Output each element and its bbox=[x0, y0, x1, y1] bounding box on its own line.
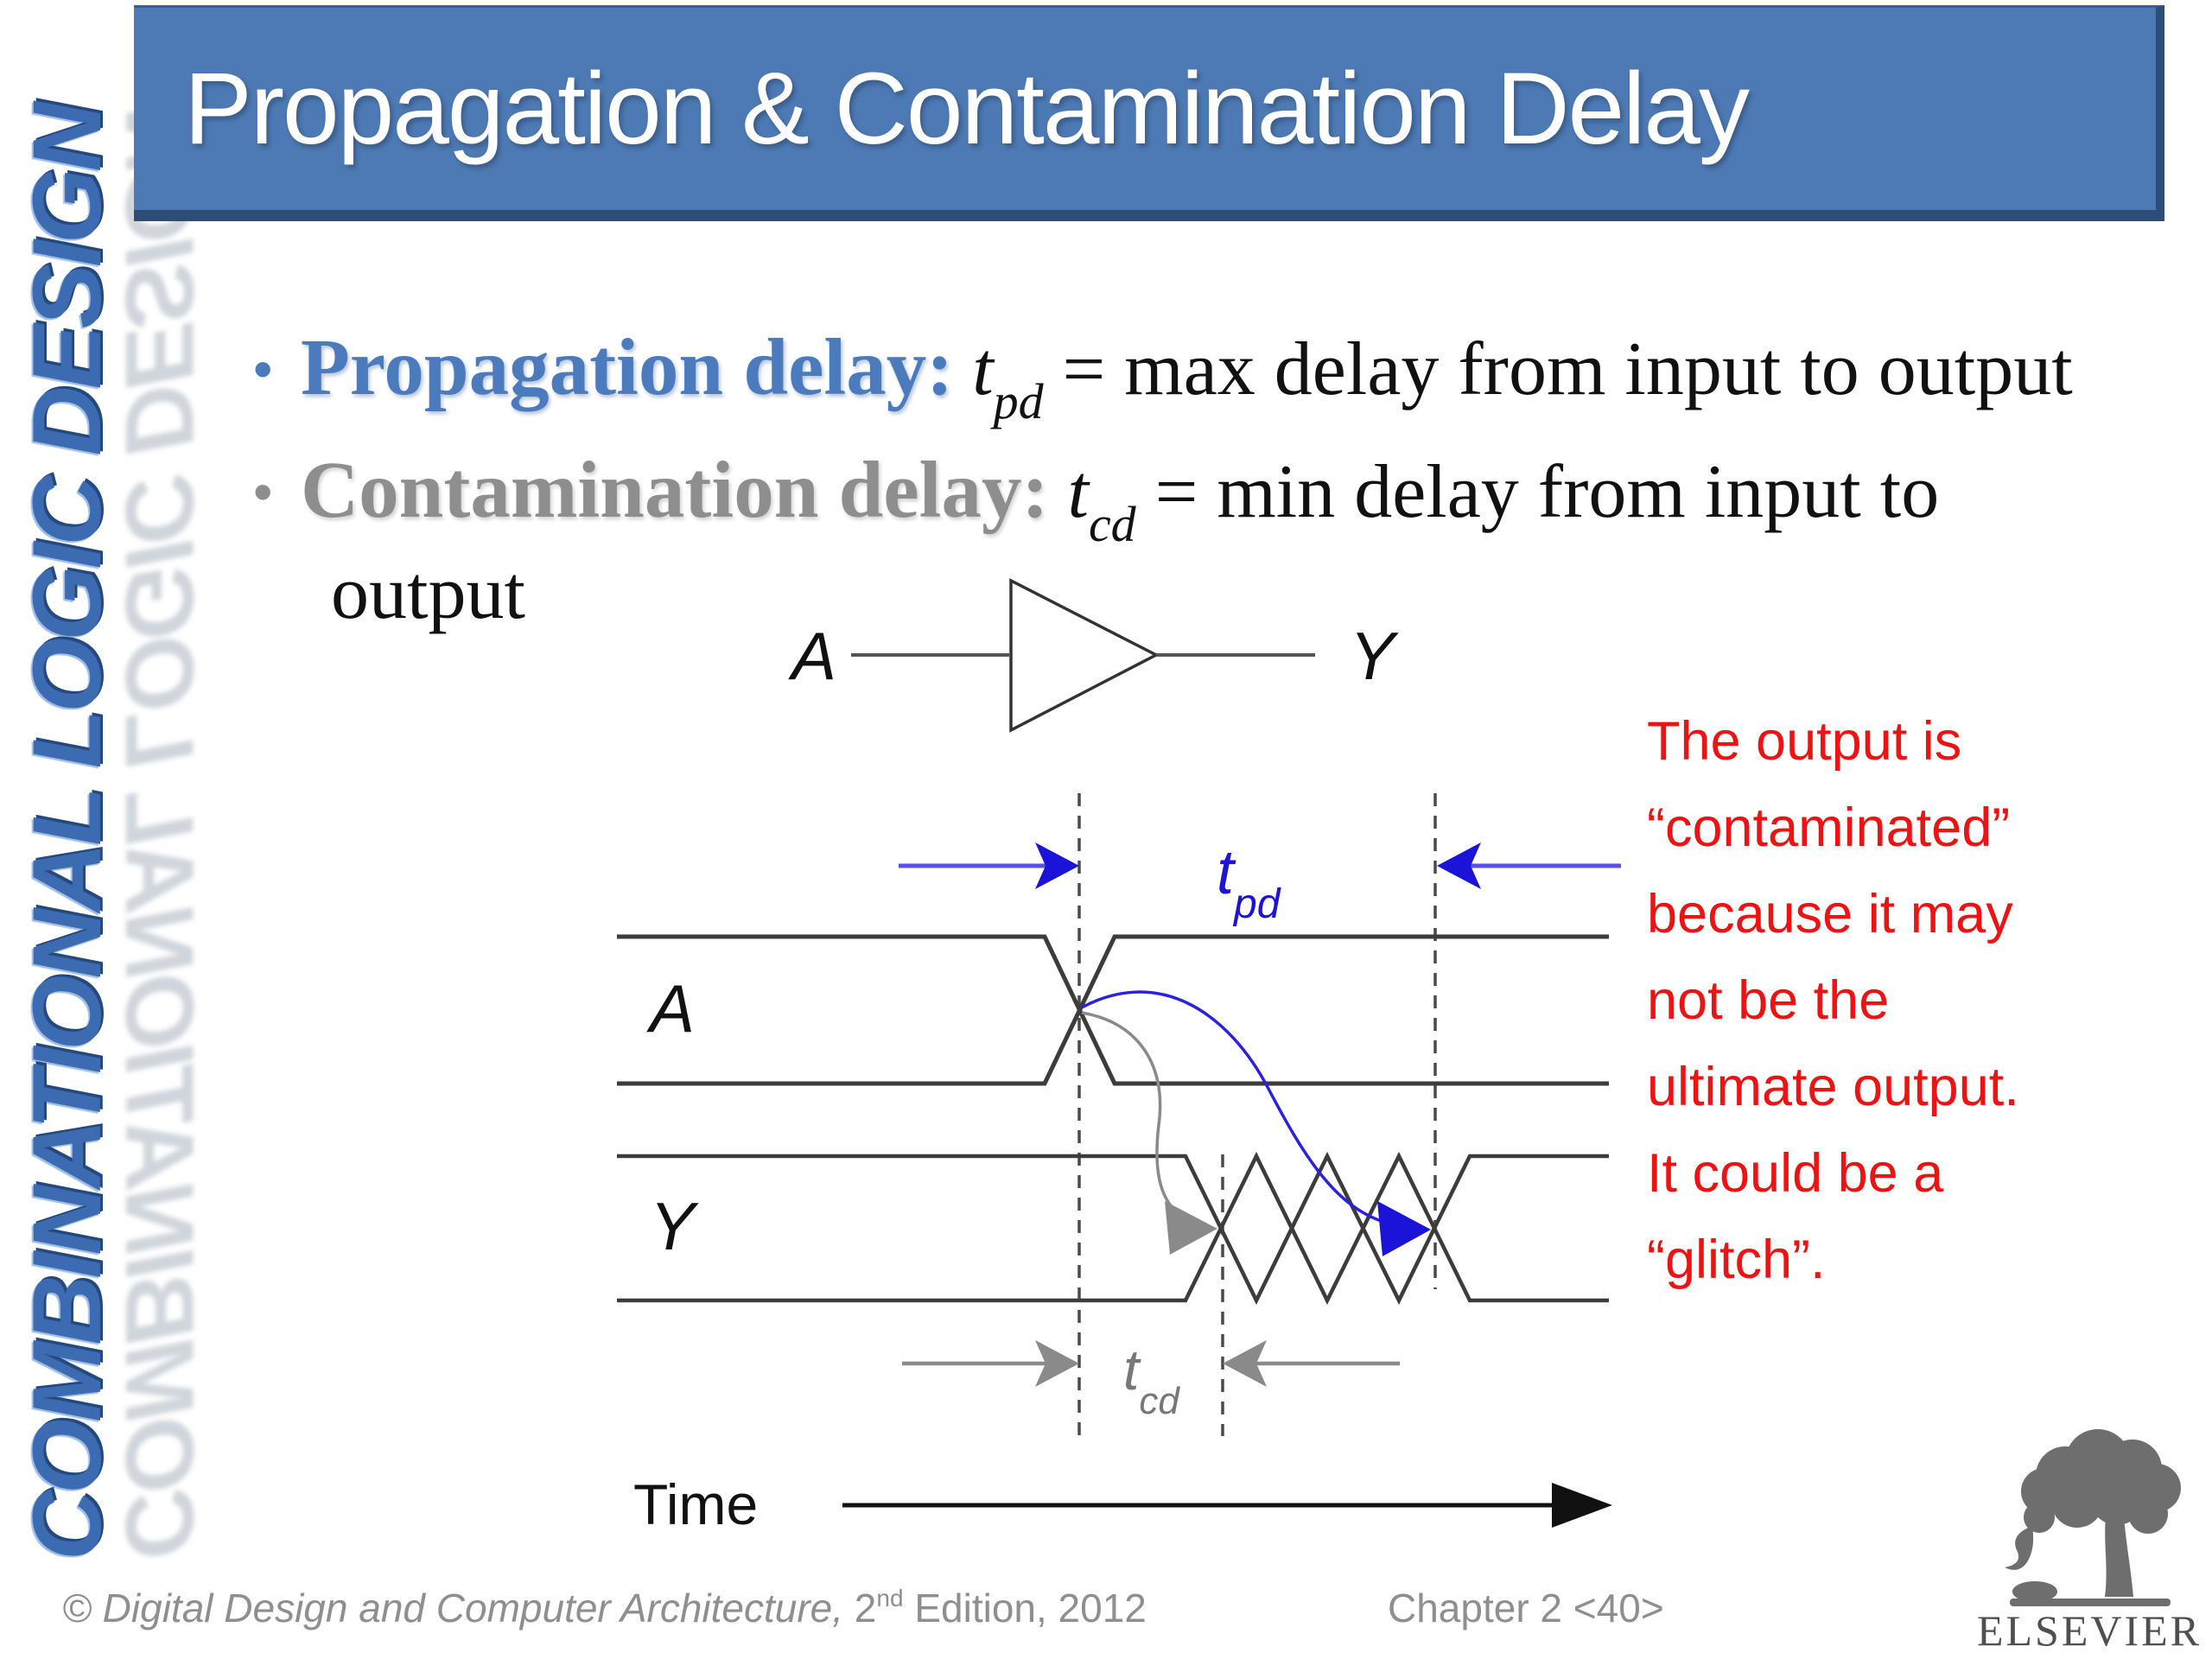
annotation-line: not be the bbox=[1647, 970, 1890, 1031]
signal-y-rail-2 bbox=[617, 1151, 1609, 1306]
footer-copyright: © Digital Design and Computer Architectu… bbox=[62, 1585, 1147, 1631]
time-axis-arrowhead-icon bbox=[1552, 1483, 1612, 1528]
propagation-cause-arrowhead-icon bbox=[1377, 1201, 1431, 1256]
time-axis: Time bbox=[633, 1472, 1612, 1536]
bullet-1-variable: t bbox=[972, 327, 994, 411]
footer-book-title: © Digital Design and Computer Architectu… bbox=[62, 1586, 844, 1630]
elsevier-logo-text: ELSEVIER bbox=[1977, 1606, 2202, 1655]
tpd-arrowhead-left-icon bbox=[1437, 842, 1481, 889]
contamination-cause-arrowhead-icon bbox=[1165, 1201, 1217, 1255]
gate-input-label: A bbox=[788, 618, 836, 694]
bullet-dot-1: • bbox=[253, 338, 273, 400]
tpd-measurement: tpd bbox=[899, 838, 1621, 927]
footer-edition-rest: Edition, 2012 bbox=[903, 1586, 1147, 1630]
bullet-1-subscript: pd bbox=[993, 373, 1044, 429]
tpd-arrowhead-right-icon bbox=[1035, 842, 1079, 889]
contamination-cause-curve bbox=[1081, 1011, 1195, 1225]
bullet-propagation-delay: Propagation delay: tpd = max delay from … bbox=[301, 321, 2073, 427]
elsevier-logo: ELSEVIER bbox=[1977, 1429, 2202, 1655]
annotation-line: ultimate output. bbox=[1647, 1057, 2019, 1117]
signal-a-rail-low bbox=[617, 934, 1609, 1086]
dashed-reference-lines bbox=[1077, 793, 1437, 1436]
bullet-2-definition: = min delay from input to bbox=[1135, 450, 1940, 534]
tcd-arrowhead-right-icon bbox=[1035, 1340, 1079, 1387]
elsevier-tree-icon bbox=[2005, 1429, 2181, 1606]
footer-edition-number: 2 bbox=[843, 1586, 877, 1630]
buffer-triangle bbox=[1009, 578, 1160, 733]
causality-arrows bbox=[1081, 990, 1431, 1256]
bullet-2-continuation: output bbox=[331, 551, 525, 635]
bullet-dot-2: • bbox=[253, 461, 273, 523]
propagation-cause-curve bbox=[1081, 990, 1390, 1225]
tpd-label: tpd bbox=[1217, 838, 1281, 927]
annotation-glitch-note: The output is “contaminated” because it … bbox=[1647, 698, 2200, 1303]
footer-chapter-page: Chapter 2 <40> bbox=[1388, 1586, 1664, 1630]
signal-a-rail-high bbox=[617, 934, 1609, 1086]
signal-a-label: A bbox=[646, 970, 695, 1046]
time-axis-label: Time bbox=[633, 1472, 758, 1536]
annotation-line: It could be a bbox=[1647, 1143, 1944, 1204]
bullet-1-definition: = max delay from input to output bbox=[1043, 327, 2073, 411]
bullet-1-label: Propagation delay: bbox=[301, 323, 954, 412]
buffer-gate: A Y bbox=[788, 578, 1399, 733]
bullet-2-subscript: cd bbox=[1088, 496, 1136, 552]
tcd-arrowhead-left-icon bbox=[1223, 1340, 1267, 1387]
tcd-measurement: tcd bbox=[902, 1338, 1400, 1422]
signal-y-waveform bbox=[617, 1151, 1609, 1306]
annotation-line: because it may bbox=[1647, 884, 2013, 944]
title-bar: Propagation & Contamination Delay bbox=[134, 5, 2164, 221]
signal-a-waveform bbox=[617, 934, 1609, 1086]
annotation-line: The output is bbox=[1647, 711, 1962, 772]
bullet-2-label: Contamination delay: bbox=[301, 446, 1049, 535]
signal-y-rail-1 bbox=[617, 1151, 1609, 1306]
annotation-line: “glitch”. bbox=[1647, 1230, 1826, 1290]
bullet-2-variable: t bbox=[1067, 450, 1089, 534]
tcd-label: tcd bbox=[1123, 1338, 1180, 1422]
gate-output-label: Y bbox=[1350, 618, 1399, 694]
footer-edition-sup: nd bbox=[876, 1585, 904, 1611]
page-title: Propagation & Contamination Delay bbox=[184, 52, 1750, 166]
annotation-line: “contaminated” bbox=[1647, 798, 2011, 858]
signal-y-label: Y bbox=[650, 1188, 699, 1264]
bullet-contamination-delay: Contamination delay: tcd = min delay fro… bbox=[301, 444, 1940, 550]
